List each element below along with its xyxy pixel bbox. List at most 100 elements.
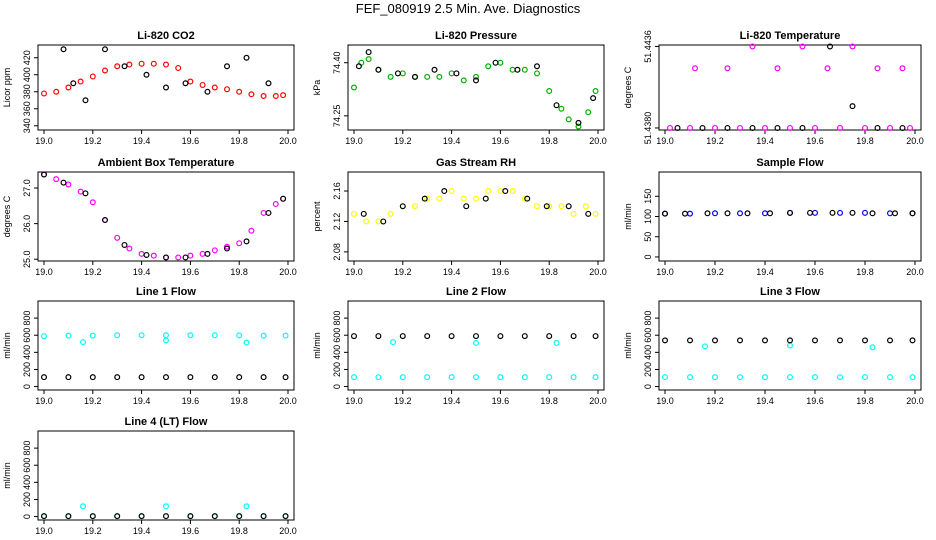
data-point bbox=[65, 181, 72, 188]
data-point bbox=[236, 88, 243, 95]
data-point bbox=[89, 199, 96, 206]
data-point bbox=[761, 210, 768, 217]
x-tick-label: 19.0 bbox=[656, 136, 674, 146]
data-point bbox=[575, 123, 582, 130]
data-point bbox=[40, 90, 47, 97]
data-point bbox=[886, 337, 893, 344]
data-point bbox=[351, 374, 358, 381]
data-point bbox=[836, 374, 843, 381]
data-point bbox=[546, 88, 553, 95]
panel-3: Li-820 Temperature degrees C 19.0 19.2 19.4 1… bbox=[623, 30, 924, 146]
series-1 bbox=[666, 43, 913, 131]
data-point bbox=[436, 195, 443, 202]
plot-frame bbox=[658, 171, 922, 262]
x-tick-label: 19.6 bbox=[182, 136, 200, 146]
y-tick-label: 800 bbox=[22, 441, 32, 456]
panel-5: Gas Stream RH percent 19.0 19.2 19.4 19.6 19.8… bbox=[312, 157, 607, 277]
data-point bbox=[448, 188, 455, 195]
x-tick-label: 19.0 bbox=[656, 396, 674, 406]
x-tick-label: 19.6 bbox=[806, 136, 824, 146]
data-point bbox=[799, 124, 806, 131]
data-point bbox=[899, 65, 906, 72]
y-tick-label: 400 bbox=[22, 345, 32, 360]
data-point bbox=[836, 209, 843, 216]
panel-4: Ambient Box Temperature degrees C 19.0 19.2… bbox=[2, 157, 297, 277]
y-tick-label: 340 bbox=[22, 118, 32, 133]
data-point bbox=[65, 374, 72, 381]
data-point bbox=[811, 209, 818, 216]
data-point bbox=[211, 84, 218, 91]
data-point bbox=[424, 333, 431, 340]
x-tick-label: 19.4 bbox=[443, 396, 461, 406]
data-point bbox=[187, 252, 194, 259]
data-point bbox=[236, 513, 243, 520]
data-point bbox=[799, 43, 806, 50]
data-point bbox=[272, 92, 279, 99]
data-point bbox=[236, 240, 243, 247]
panel-title: Line 1 Flow bbox=[136, 286, 196, 298]
data-point bbox=[114, 234, 121, 241]
series-1 bbox=[351, 339, 599, 381]
data-point bbox=[163, 254, 170, 261]
data-point bbox=[89, 374, 96, 381]
data-point bbox=[836, 337, 843, 344]
data-point bbox=[280, 195, 287, 202]
data-point bbox=[546, 203, 553, 210]
y-tick-label: 200 bbox=[22, 362, 32, 377]
data-point bbox=[121, 241, 128, 248]
data-point bbox=[521, 66, 528, 73]
data-point bbox=[114, 513, 121, 520]
data-point bbox=[585, 210, 592, 217]
x-tick-label: 19.0 bbox=[345, 136, 363, 146]
data-point bbox=[899, 124, 906, 131]
data-point bbox=[811, 124, 818, 131]
panel-title: Line 4 (LT) Flow bbox=[125, 416, 208, 428]
data-point bbox=[861, 209, 868, 216]
x-tick-label: 19.0 bbox=[35, 267, 53, 277]
data-point bbox=[150, 60, 157, 67]
x-tick-label: 19.8 bbox=[856, 136, 874, 146]
data-point bbox=[265, 80, 272, 87]
data-point bbox=[666, 124, 673, 131]
y-tick-label: 0 bbox=[22, 514, 32, 519]
data-point bbox=[365, 49, 372, 56]
y-tick-label: 200 bbox=[22, 492, 32, 507]
data-point bbox=[260, 332, 267, 339]
plot-frame bbox=[347, 171, 605, 262]
x-tick-label: 20.0 bbox=[906, 136, 924, 146]
data-point bbox=[163, 61, 170, 68]
data-point bbox=[138, 250, 145, 257]
data-point bbox=[724, 210, 731, 217]
data-point bbox=[424, 374, 431, 381]
data-point bbox=[774, 65, 781, 72]
x-tick-label: 19.8 bbox=[540, 267, 558, 277]
panel-title: Li-820 Temperature bbox=[740, 30, 841, 42]
x-tick-label: 20.0 bbox=[279, 267, 297, 277]
data-point bbox=[236, 332, 243, 339]
panel-9: Line 3 Flow ml/min 19.0 19.2 19.4 19.6 19.8 20.… bbox=[623, 286, 924, 406]
plot-frame bbox=[347, 300, 605, 391]
data-point bbox=[424, 195, 431, 202]
data-point bbox=[533, 63, 540, 70]
data-point bbox=[886, 124, 893, 131]
y-tick-label: 600 bbox=[22, 458, 32, 473]
data-point bbox=[774, 124, 781, 131]
y-tick-label: 420 bbox=[22, 50, 32, 65]
x-tick-label: 20.0 bbox=[589, 396, 607, 406]
data-point bbox=[138, 513, 145, 520]
data-point bbox=[585, 109, 592, 116]
data-point bbox=[375, 333, 382, 340]
x-tick-label: 19.8 bbox=[856, 396, 874, 406]
data-point bbox=[724, 124, 731, 131]
data-point bbox=[394, 70, 401, 77]
y-tick-label: 0 bbox=[643, 254, 653, 259]
y-tick-label: 0 bbox=[22, 384, 32, 389]
data-point bbox=[582, 203, 589, 210]
data-point bbox=[150, 252, 157, 259]
data-point bbox=[260, 209, 267, 216]
x-tick-label: 19.6 bbox=[182, 267, 200, 277]
data-point bbox=[497, 188, 504, 195]
panel-1: Li-820 CO2 Licor ppm 19.0 19.2 19.4 19.6 19.8 2… bbox=[2, 30, 297, 146]
data-point bbox=[744, 210, 751, 217]
data-point bbox=[412, 203, 419, 210]
